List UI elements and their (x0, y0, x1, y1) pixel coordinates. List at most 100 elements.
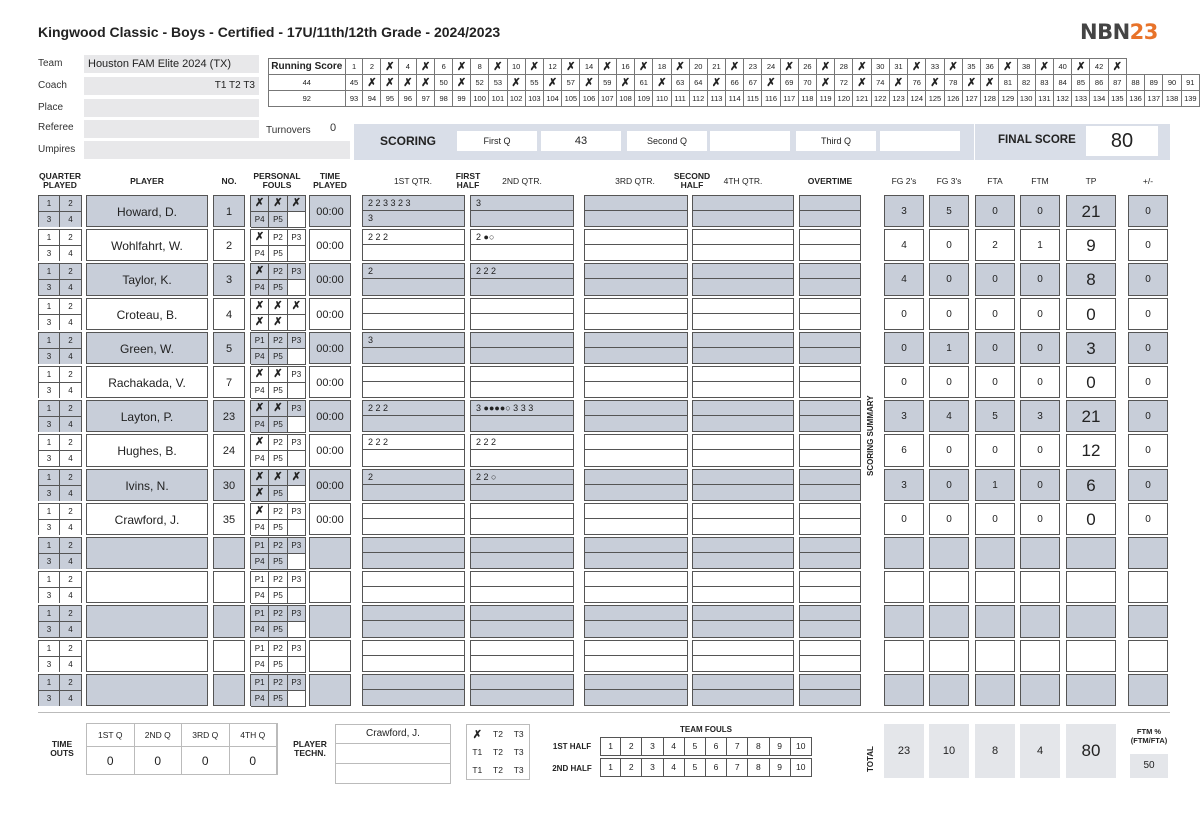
q2-score-box[interactable] (470, 639, 574, 672)
overtime-score-box-line-2[interactable] (800, 518, 860, 534)
quarter-played-box[interactable]: 1 2 3 4 (38, 195, 82, 228)
player-name[interactable] (86, 537, 208, 570)
q2-score-box-line-1[interactable] (471, 674, 573, 690)
foul-marked-icon[interactable]: ✗ (287, 298, 306, 315)
overtime-score-box-line-1[interactable] (800, 264, 860, 280)
q4-score-box-line-2[interactable] (693, 382, 793, 398)
q3-score-box-line-1[interactable] (585, 469, 687, 485)
q1-score-box[interactable]: 2 2 2 (362, 229, 465, 262)
quarter-4[interactable]: 4 (60, 690, 81, 706)
foul-marked-icon[interactable]: ✗ (287, 469, 306, 486)
quarter-4[interactable]: 4 (60, 485, 81, 501)
q2-score-box-line-2[interactable] (471, 587, 573, 603)
foul-box[interactable]: P1 (251, 572, 270, 589)
q4-score-box-line-1[interactable] (693, 538, 793, 554)
q2-score-box-line-1[interactable] (471, 606, 573, 622)
quarter-4[interactable]: 4 (60, 246, 81, 262)
quarter-played-box[interactable]: 1 2 3 4 (38, 673, 82, 706)
team-foul-box[interactable]: 9 (769, 737, 791, 756)
q3-score-box[interactable] (584, 366, 688, 399)
quarter-3[interactable]: 3 (39, 417, 60, 433)
q3-score-box-line-1[interactable] (585, 435, 687, 451)
q3-score-box-line-2[interactable] (585, 450, 687, 466)
q4-score-box[interactable] (692, 537, 794, 570)
quarter-3[interactable]: 3 (39, 348, 60, 364)
quarter-1[interactable]: 1 (39, 674, 60, 691)
techn-box[interactable]: T2 (493, 729, 503, 739)
time-played[interactable]: 00:00 (309, 263, 351, 296)
quarter-4[interactable]: 4 (60, 588, 81, 604)
q4-score-box[interactable] (692, 229, 794, 262)
foul-box[interactable]: P5 (269, 451, 288, 468)
foul-marked-icon[interactable]: ✗ (251, 435, 270, 452)
q3-score-box-line-1[interactable] (585, 503, 687, 519)
team-foul-box[interactable]: 9 (769, 758, 791, 777)
quarter-1[interactable]: 1 (39, 196, 60, 212)
overtime-score-box-line-2[interactable] (800, 279, 860, 295)
overtime-score-box[interactable] (799, 502, 861, 535)
quarter-2[interactable]: 2 (60, 264, 81, 281)
overtime-score-box-line-1[interactable] (800, 332, 860, 348)
q1-score-box-line-1[interactable]: 2 2 2 (363, 230, 464, 246)
foul-box[interactable]: P3 (287, 332, 306, 349)
q4-score-box-line-2[interactable] (693, 484, 793, 500)
q3-score-box[interactable] (584, 571, 688, 604)
q3-score-box-line-2[interactable] (585, 347, 687, 363)
quarter-2[interactable]: 2 (60, 332, 81, 349)
time-played[interactable] (309, 571, 351, 604)
q4-score-box-line-2[interactable] (693, 245, 793, 261)
quarter-3[interactable]: 3 (39, 554, 60, 569)
q3-score-box-line-2[interactable] (585, 621, 687, 637)
foul-box[interactable]: P2 (269, 606, 288, 623)
q2-score-box[interactable]: 2 2 ○ (470, 468, 574, 501)
timeout-value[interactable]: 0 (230, 747, 277, 775)
q3-score-box-line-1[interactable] (585, 367, 687, 383)
q4-score-box-line-2[interactable] (693, 416, 793, 432)
q1-score-box-line-1[interactable]: 2 2 2 (363, 401, 464, 417)
q4-score-box-line-2[interactable] (693, 347, 793, 363)
q2-score-box-line-1[interactable]: 2 2 ○ (471, 469, 573, 485)
player-number[interactable] (213, 673, 245, 706)
q3-score-box-line-1[interactable] (585, 332, 687, 348)
q2-score-box-line-2[interactable] (471, 313, 573, 329)
foul-box[interactable]: P1 (251, 606, 270, 623)
player-name[interactable]: Layton, P. (86, 400, 208, 433)
foul-box[interactable]: P2 (269, 332, 288, 349)
q2-score-box-line-1[interactable]: 3 (471, 196, 573, 212)
overtime-score-box-line-2[interactable] (800, 587, 860, 603)
foul-box[interactable]: P1 (251, 674, 270, 691)
foul-box[interactable]: P3 (287, 538, 306, 554)
quarter-played-box[interactable]: 1 2 3 4 (38, 366, 82, 399)
q1-score-box[interactable]: 2 (362, 263, 465, 296)
player-number[interactable]: 23 (213, 400, 245, 433)
quarter-3[interactable]: 3 (39, 519, 60, 535)
foul-box[interactable]: P5 (269, 246, 288, 263)
quarter-1[interactable]: 1 (39, 503, 60, 520)
overtime-score-box-line-1[interactable] (800, 469, 860, 485)
quarter-4[interactable]: 4 (60, 383, 81, 398)
quarter-1[interactable]: 1 (39, 264, 60, 281)
team-foul-box[interactable]: 3 (642, 758, 664, 777)
q4-score-box-line-2[interactable] (693, 211, 793, 227)
overtime-score-box-line-1[interactable] (800, 367, 860, 383)
overtime-score-box[interactable] (799, 331, 861, 364)
q1-score-box[interactable] (362, 297, 465, 330)
player-number[interactable] (213, 571, 245, 604)
team-foul-box[interactable]: 2 (621, 758, 643, 777)
overtime-score-box[interactable] (799, 639, 861, 672)
q2-score-box[interactable] (470, 673, 574, 706)
quarter-2[interactable]: 2 (60, 435, 81, 452)
foul-box[interactable]: P4 (251, 451, 270, 468)
q3-score-box-line-1[interactable] (585, 538, 687, 554)
q4-score-box-line-1[interactable] (693, 298, 793, 314)
q1-score-box-line-2[interactable] (363, 655, 464, 671)
time-played[interactable] (309, 639, 351, 672)
foul-box[interactable]: P3 (287, 435, 306, 452)
q2-score-box-line-2[interactable] (471, 279, 573, 295)
q4-score-box-line-2[interactable] (693, 689, 793, 705)
foul-box[interactable]: P1 (251, 538, 270, 554)
q3-score-box[interactable] (584, 297, 688, 330)
overtime-score-box-line-2[interactable] (800, 245, 860, 261)
foul-marked-icon[interactable]: ✗ (269, 401, 288, 418)
team-foul-box[interactable]: 8 (748, 758, 770, 777)
